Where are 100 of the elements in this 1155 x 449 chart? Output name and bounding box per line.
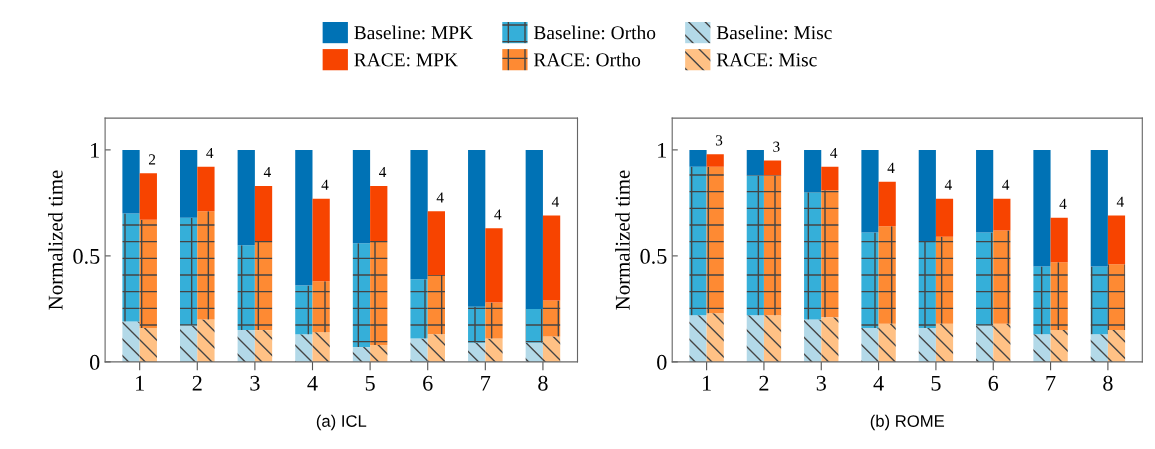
bar <box>763 175 782 316</box>
x-tick-label: 1 <box>136 375 144 391</box>
bar <box>878 181 896 227</box>
x-tick-label: 6 <box>423 375 433 391</box>
bar <box>763 315 782 362</box>
y-tick-label: 0.5 <box>73 248 100 264</box>
annotation: 2 <box>148 154 156 165</box>
bar <box>689 166 707 316</box>
x-tick-label: 5 <box>931 375 941 391</box>
bar <box>410 279 428 339</box>
x-tick-label: 5 <box>365 375 375 391</box>
legend-label: Baseline: MPK <box>354 25 473 40</box>
bar <box>861 327 879 362</box>
bar <box>935 198 954 237</box>
y-axis-title: Normalized time <box>48 170 63 310</box>
bar <box>485 228 503 303</box>
bar <box>976 232 994 326</box>
bar <box>485 302 503 339</box>
bar <box>485 338 503 362</box>
bar <box>139 219 157 328</box>
bar <box>468 342 486 362</box>
bar <box>197 319 215 362</box>
bar <box>139 173 157 220</box>
y-axis-title: Normalized time <box>615 170 630 310</box>
bar <box>821 166 839 191</box>
bar <box>689 149 707 167</box>
x-tick-label: 2 <box>192 375 202 391</box>
bar <box>993 323 1011 362</box>
bar <box>312 281 330 333</box>
bar <box>427 334 445 362</box>
annotation: 4 <box>1116 196 1124 207</box>
bar <box>410 338 428 362</box>
bar <box>1090 149 1108 267</box>
bar <box>180 149 198 218</box>
bar <box>197 166 215 212</box>
bar <box>525 342 543 362</box>
x-tick-label: 8 <box>1103 375 1113 391</box>
legend-label: RACE: MPK <box>354 53 458 67</box>
bar <box>1050 330 1068 362</box>
bar <box>312 198 330 282</box>
x-tick-label: 4 <box>873 375 884 391</box>
bar <box>139 327 157 362</box>
bar <box>410 149 428 280</box>
y-tick-label: 1 <box>658 142 667 158</box>
legend-label: RACE: Misc <box>716 53 817 67</box>
legend-label: RACE: Ortho <box>533 52 641 67</box>
bar <box>468 149 486 307</box>
legend-label: Baseline: Misc <box>716 25 832 40</box>
bar <box>122 149 140 214</box>
bar <box>525 308 543 343</box>
bar <box>237 149 255 246</box>
bar <box>861 149 879 233</box>
bar <box>1090 266 1108 335</box>
x-tick-label: 3 <box>250 375 260 391</box>
bar <box>1050 262 1068 331</box>
bar <box>427 211 445 275</box>
bar <box>352 243 371 348</box>
bar <box>542 336 561 362</box>
bar <box>237 330 255 362</box>
x-axis-title: (b) ROME <box>870 414 945 431</box>
bar <box>1107 215 1126 265</box>
bar <box>254 241 273 331</box>
bar <box>935 323 954 362</box>
bar <box>1090 334 1108 362</box>
annotation: 4 <box>1002 179 1010 190</box>
x-tick-label: 7 <box>1046 375 1056 391</box>
annotation: 4 <box>263 167 271 178</box>
y-tick-label: 0.5 <box>640 248 667 264</box>
annotation: 4 <box>379 167 387 178</box>
bar <box>763 160 782 176</box>
bar <box>821 317 839 362</box>
annotation: 4 <box>551 196 559 207</box>
bar <box>706 154 724 167</box>
bar <box>254 185 273 242</box>
bar <box>254 330 273 362</box>
bar <box>1033 149 1051 267</box>
bar <box>370 344 388 362</box>
bar <box>993 198 1011 231</box>
bar <box>197 211 215 320</box>
bar <box>804 319 822 362</box>
bar <box>918 327 936 362</box>
bar <box>746 175 764 316</box>
x-tick-label: 8 <box>538 375 548 391</box>
bar <box>180 217 198 326</box>
annotation: 4 <box>887 162 895 173</box>
x-tick-label: 6 <box>988 375 999 391</box>
bar <box>122 213 140 322</box>
x-tick-label: 3 <box>816 375 826 391</box>
bar <box>352 347 371 362</box>
bar <box>370 241 388 345</box>
bar <box>295 285 313 335</box>
bar <box>918 241 936 328</box>
bar <box>1033 266 1051 335</box>
x-tick-label: 7 <box>481 375 491 391</box>
annotation: 4 <box>321 179 329 190</box>
bar <box>427 274 445 335</box>
bar <box>122 321 140 362</box>
bar <box>993 230 1011 324</box>
legend-label: Baseline: Ortho <box>533 25 656 40</box>
x-tick-label: 2 <box>759 375 769 391</box>
